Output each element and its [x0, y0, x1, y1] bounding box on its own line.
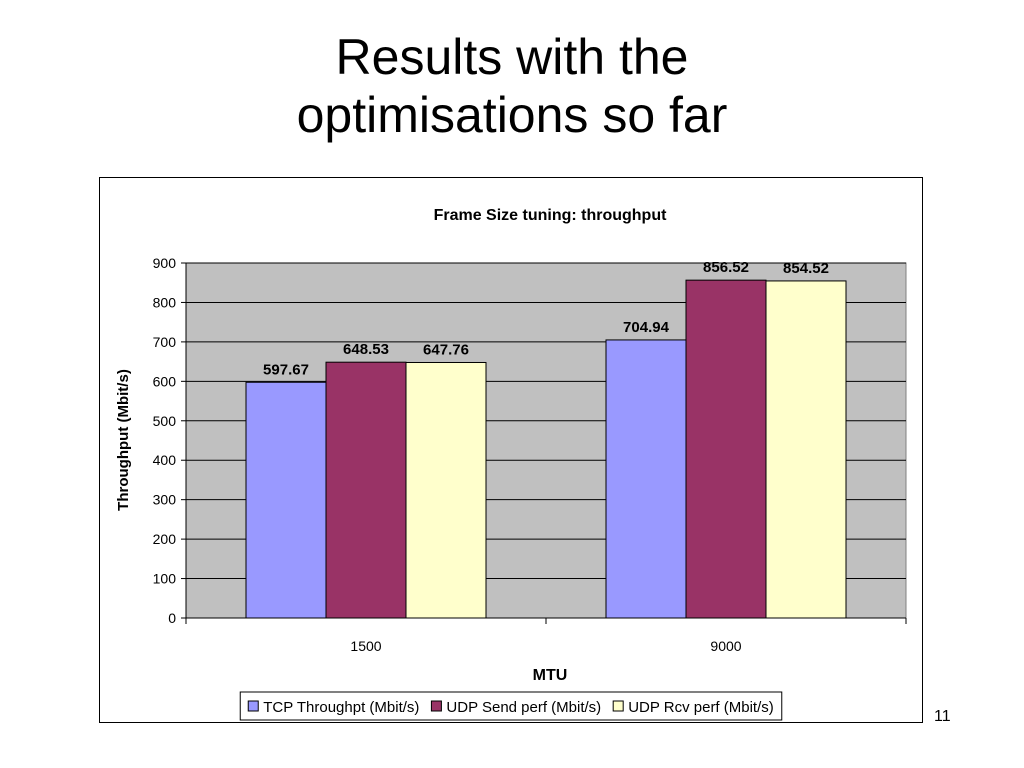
y-tick-label: 100: [153, 571, 177, 587]
y-axis-label: Throughput (Mbit/s): [115, 369, 132, 511]
legend-box: [239, 691, 783, 721]
y-tick-label: 900: [153, 255, 177, 271]
bar-data-label: 856.52: [703, 259, 749, 276]
x-tick-label: 9000: [710, 638, 741, 654]
bar: [685, 279, 767, 619]
x-axis-ticks: 1500 9000: [185, 618, 907, 654]
bars: 597.67 648.53 647.76 704.94 856.52 854.52: [245, 259, 847, 619]
bar-data-label: 647.76: [423, 341, 469, 358]
bar: [605, 339, 687, 619]
y-tick-label: 800: [153, 294, 177, 310]
legend-entry: UDP Rcv perf (Mbit/s): [628, 699, 774, 716]
bar: [405, 361, 487, 619]
legend-swatch: [430, 700, 442, 712]
y-tick-label: 700: [153, 334, 177, 350]
y-tick-label: 200: [153, 531, 177, 547]
x-axis-label: MTU: [533, 667, 568, 684]
bar-data-label: 648.53: [343, 341, 389, 358]
legend-swatch: [247, 700, 259, 712]
bar-chart: Frame Size tuning: throughput 0 100 200 300…: [115, 207, 907, 721]
chart-title: Frame Size tuning: throughput: [434, 207, 668, 224]
slide-title-line-2: optimisations so far: [296, 87, 728, 143]
bar-data-label: 704.94: [623, 319, 670, 336]
y-tick-label: 400: [153, 452, 177, 468]
y-tick-label: 600: [153, 373, 177, 389]
slide-title-line-1: Results with the: [335, 29, 689, 85]
chart-frame: Frame Size tuning: throughput 0 100 200 300…: [99, 177, 923, 723]
bar: [765, 280, 847, 619]
legend-entry: UDP Send perf (Mbit/s): [446, 699, 601, 716]
bar-data-label: 854.52: [783, 260, 829, 277]
bar-data-label: 597.67: [263, 361, 309, 378]
bar: [325, 361, 407, 619]
y-tick-label: 300: [153, 492, 177, 508]
bar: [245, 381, 327, 619]
page-number: 11: [934, 708, 951, 725]
legend: TCP Throughpt (Mbit/s) UDP Send perf (Mbi…: [239, 691, 783, 721]
legend-swatch: [612, 700, 624, 712]
y-tick-label: 0: [168, 610, 176, 626]
slide-title: Results with the optimisations so far: [0, 28, 1024, 144]
legend-entry: TCP Throughpt (Mbit/s): [263, 699, 419, 716]
y-tick-label: 500: [153, 413, 177, 429]
x-tick-label: 1500: [350, 638, 381, 654]
